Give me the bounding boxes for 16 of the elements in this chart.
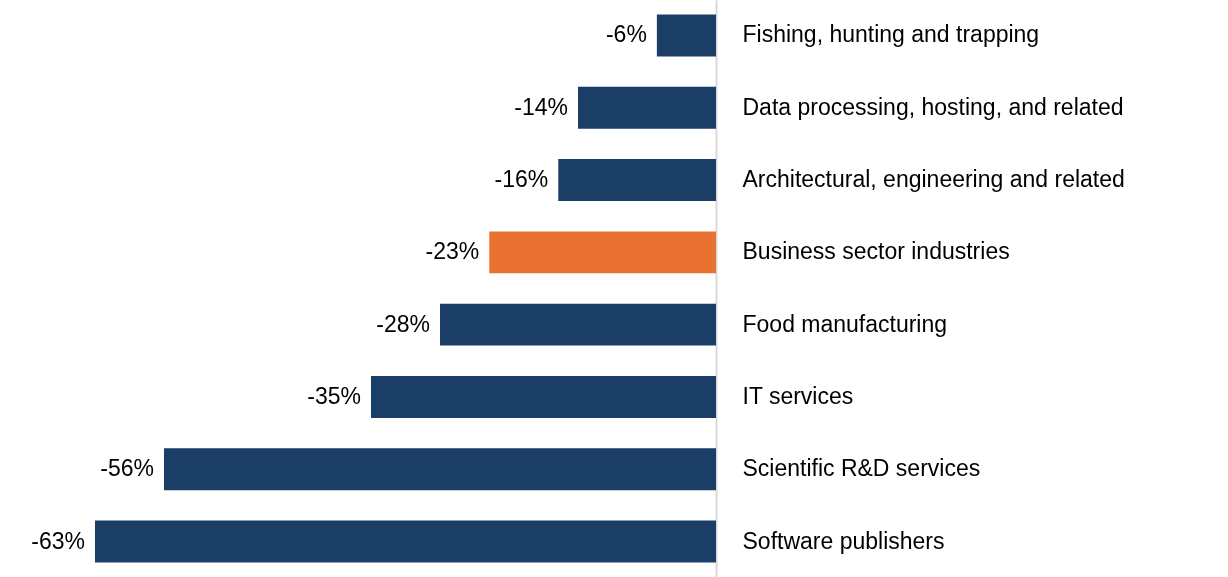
data-label: -28% [376,310,430,337]
y-tick-label: Fishing, hunting and trapping [742,21,1040,48]
data-label: -63% [31,527,85,554]
data-label: -6% [605,21,647,48]
data-label: -14% [514,93,568,120]
y-tick-label: Business sector industries [742,238,1010,265]
data-label: -23% [425,238,480,265]
y-tick-label: Food manufacturing [742,310,948,337]
data-label: -56% [100,455,154,482]
y-tick-label: Software publishers [742,527,945,554]
y-tick-label: Scientific R&D services [742,455,981,482]
y-tick-label: Data processing, hosting, and related [742,93,1124,120]
data-label: -35% [307,382,361,409]
y-tick-label: IT services [742,382,854,409]
data-label: -16% [494,166,549,193]
y-tick-label: Architectural, engineering and related [742,166,1125,193]
